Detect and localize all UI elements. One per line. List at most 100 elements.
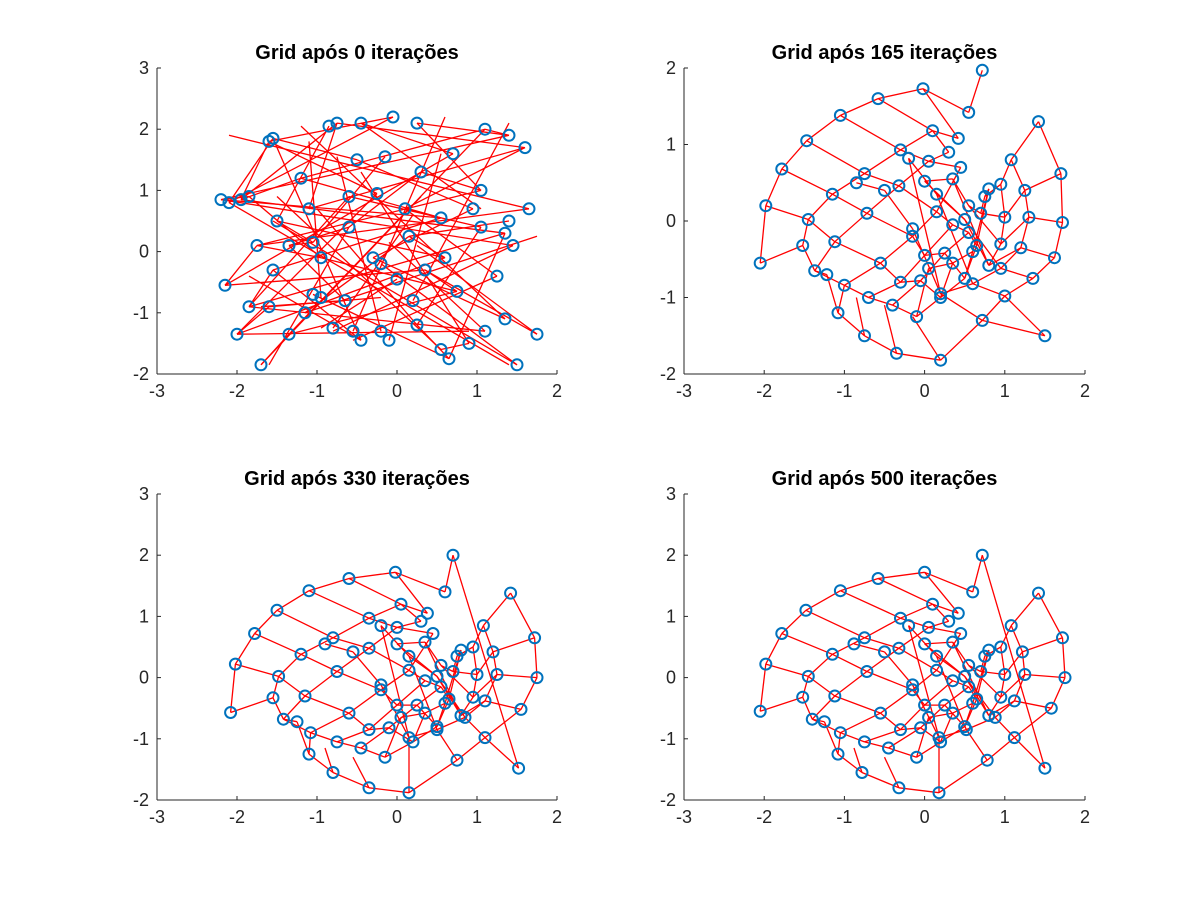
grid-node [966, 277, 980, 291]
grid-node [1004, 619, 1018, 633]
grid-node [330, 735, 344, 749]
grid-node [918, 637, 932, 651]
grid-node [1018, 668, 1032, 681]
grid-node [262, 300, 276, 314]
grid-edge [336, 741, 362, 749]
grid-node [958, 213, 972, 226]
grid-edge [472, 674, 478, 698]
grid-node [454, 709, 468, 722]
grid-edge [980, 670, 1005, 676]
grid-node [438, 696, 452, 710]
y-tick-label: 0 [139, 242, 149, 262]
grid-node [370, 187, 384, 200]
grid-node [402, 229, 416, 243]
grid-node [304, 726, 318, 740]
grid-node [951, 606, 965, 620]
grid-node [959, 723, 973, 737]
grid-node [476, 619, 490, 633]
grid-edge [864, 617, 901, 639]
grid-edge [308, 122, 338, 210]
grid-node [474, 183, 488, 197]
grid-node [224, 706, 238, 719]
grid-node [420, 606, 434, 620]
y-tick-label: 3 [139, 484, 149, 504]
grid-edge [408, 235, 446, 259]
grid-node [282, 239, 296, 252]
grid-node [218, 278, 232, 292]
x-tick-label: 1 [472, 381, 482, 401]
grid-node [1044, 701, 1058, 715]
grid-node [930, 649, 944, 663]
grid-node [998, 289, 1012, 303]
grid-node [1048, 251, 1061, 265]
grid-edge [1022, 637, 1063, 653]
grid-edge [256, 189, 482, 247]
y-tick-label: 0 [666, 668, 676, 688]
grid-edge [840, 590, 901, 619]
grid-node [975, 313, 989, 327]
grid-edge [1024, 673, 1066, 679]
x-tick-label: 2 [1080, 381, 1090, 401]
grid-edge [952, 224, 969, 234]
grid-node [430, 723, 444, 737]
grid-edge [877, 88, 924, 100]
grid-edge [915, 717, 930, 758]
grid-edge [759, 664, 767, 712]
grid-node [1007, 731, 1021, 745]
grid-edge [896, 352, 941, 361]
grid-edge [404, 147, 526, 210]
grid-node [858, 329, 871, 343]
grid-edge [240, 122, 338, 201]
x-tick-label: -1 [836, 807, 852, 827]
grid-edge [922, 88, 969, 113]
grid-node [386, 110, 400, 124]
grid-edge [272, 217, 442, 271]
y-tick-label: -1 [133, 729, 149, 749]
grid-node [982, 258, 996, 272]
grid-node [382, 721, 396, 735]
grid-node [322, 119, 336, 133]
grid-node [759, 199, 773, 213]
grid-node [930, 205, 944, 219]
grid-edge [988, 243, 1002, 266]
grid-node [892, 179, 906, 193]
grid-edge [268, 116, 394, 143]
grid-node [886, 298, 899, 312]
grid-edge [866, 185, 900, 214]
grid-node [498, 312, 512, 326]
grid-edge [938, 759, 988, 794]
grid-edge [533, 637, 538, 678]
grid-edge [228, 116, 394, 204]
grid-node [922, 154, 936, 168]
grid-node [890, 346, 903, 360]
grid-node [874, 256, 887, 270]
grid-node [882, 741, 895, 755]
grid-node [294, 171, 308, 185]
grid-node [975, 548, 989, 562]
grid-node [946, 674, 960, 688]
grid-node [805, 712, 819, 726]
grid-edge [380, 625, 410, 738]
grid-node [528, 631, 542, 645]
grid-edge [984, 188, 990, 197]
grid-node [302, 202, 316, 216]
grid-node [855, 766, 869, 779]
grid-nodes [753, 63, 1069, 367]
grid-edge [272, 697, 284, 720]
grid-edge [348, 712, 370, 731]
grid-node [394, 710, 408, 724]
grid-node [390, 698, 404, 712]
grid-edge [759, 205, 767, 264]
grid-node [374, 324, 388, 338]
subplot-title: Grid após 500 iterações [772, 468, 998, 490]
grid-edge [765, 168, 783, 206]
grid-node [862, 291, 875, 304]
grid-edge [288, 245, 346, 302]
grid-node [282, 327, 296, 341]
grid-node [918, 248, 932, 262]
grid-edge [924, 571, 973, 593]
grid-edge [840, 114, 901, 151]
grid-edge [806, 140, 865, 175]
grid-node [446, 548, 460, 562]
